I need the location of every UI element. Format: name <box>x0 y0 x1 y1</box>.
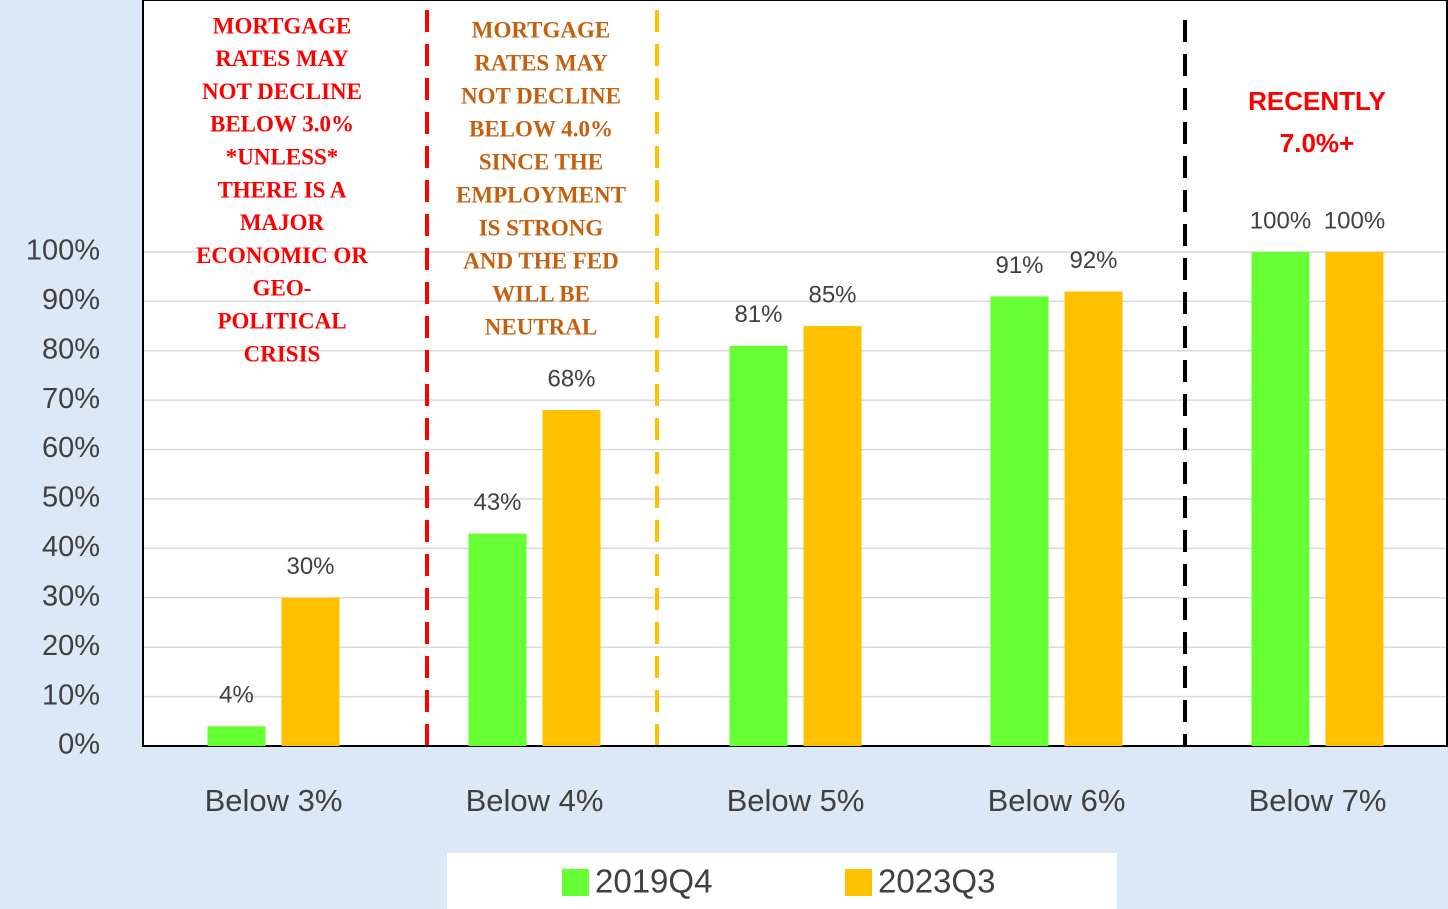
y-tick-label: 50% <box>42 482 100 514</box>
value-label: 92% <box>1069 247 1117 274</box>
value-label: 68% <box>547 365 595 392</box>
bar <box>468 533 527 746</box>
y-tick-label: 100% <box>26 235 100 267</box>
annotation: CRISIS <box>244 341 321 366</box>
annotation: ECONOMIC OR <box>196 243 368 268</box>
x-tick-label: Below 3% <box>205 783 343 818</box>
annotation: BELOW 4.0% <box>469 116 613 141</box>
x-tick-label: Below 6% <box>988 783 1126 818</box>
annotation: NOT DECLINE <box>461 83 621 108</box>
bar <box>1325 251 1384 746</box>
value-label: 100% <box>1250 207 1311 234</box>
annotation: RECENTLY <box>1248 86 1386 116</box>
annotation: MAJOR <box>240 210 325 235</box>
y-tick-label: 80% <box>42 333 100 365</box>
annotation: GEO- <box>253 276 312 301</box>
bar <box>281 597 340 746</box>
annotation: IS STRONG <box>479 215 604 240</box>
bar <box>729 345 788 746</box>
y-tick-label: 10% <box>42 679 100 711</box>
legend-swatch <box>562 869 589 896</box>
y-tick-label: 30% <box>42 580 100 612</box>
value-label: 85% <box>808 281 856 308</box>
y-tick-label: 20% <box>42 630 100 662</box>
annotation: EMPLOYMENT <box>456 182 626 207</box>
annotation: POLITICAL <box>217 308 346 333</box>
bar <box>803 326 862 746</box>
bar <box>542 410 601 746</box>
y-tick-label: 70% <box>42 383 100 415</box>
annotation: SINCE THE <box>479 149 603 174</box>
grid <box>143 251 1448 747</box>
annotation: 7.0%+ <box>1280 128 1354 158</box>
annotation: NOT DECLINE <box>202 79 362 104</box>
annotation: MORTGAGE <box>213 13 351 38</box>
value-label: 81% <box>734 301 782 328</box>
x-tick-label: Below 7% <box>1249 783 1387 818</box>
bar <box>990 296 1049 746</box>
bar <box>1251 251 1310 746</box>
plot-area <box>143 0 1448 746</box>
legend-label: 2019Q4 <box>595 863 712 900</box>
y-tick-label: 0% <box>58 729 100 761</box>
legend-label: 2023Q3 <box>878 863 995 900</box>
value-label: 4% <box>219 682 254 709</box>
annotation: NEUTRAL <box>485 314 597 339</box>
annotation: BELOW 3.0% <box>210 112 354 137</box>
annotation: AND THE FED <box>463 248 619 273</box>
annotation: MORTGAGE <box>472 17 610 42</box>
annotation: RATES MAY <box>474 50 608 75</box>
plot-border <box>142 0 1448 747</box>
annotation: RATES MAY <box>215 46 349 71</box>
y-tick-label: 40% <box>42 531 100 563</box>
value-label: 43% <box>473 489 521 516</box>
bar <box>207 726 266 746</box>
y-tick-label: 60% <box>42 432 100 464</box>
annotation: WILL BE <box>492 281 590 306</box>
x-tick-label: Below 4% <box>466 783 604 818</box>
legend <box>447 853 1117 909</box>
annotation: *UNLESS* <box>226 144 338 169</box>
annotation: THERE IS A <box>217 177 346 202</box>
legend-swatch <box>845 869 872 896</box>
value-label: 30% <box>286 553 334 580</box>
y-tick-label: 90% <box>42 284 100 316</box>
bar <box>1064 291 1123 746</box>
value-label: 100% <box>1324 207 1385 234</box>
value-label: 91% <box>995 252 1043 279</box>
x-tick-label: Below 5% <box>727 783 865 818</box>
